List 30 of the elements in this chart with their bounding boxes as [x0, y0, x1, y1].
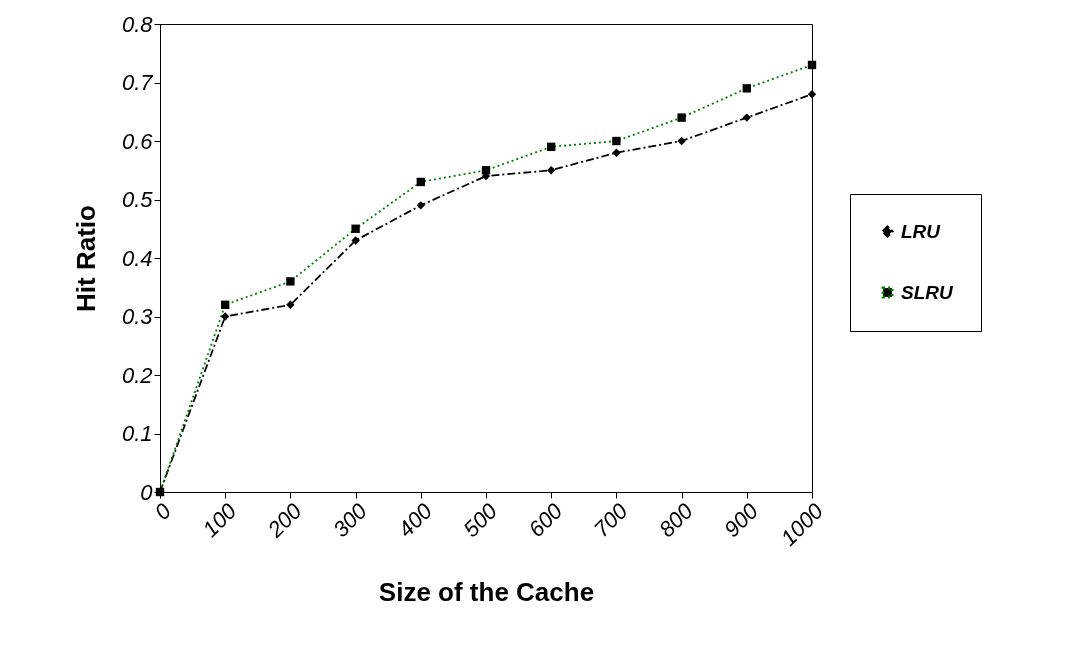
point: [807, 90, 817, 99]
y-tick-label: 0.6: [121, 128, 154, 154]
point: [221, 312, 230, 321]
y-tick-label: 0.5: [121, 187, 154, 212]
x-axis-title: Size of the Cache: [378, 576, 595, 607]
point: [286, 300, 295, 309]
x-tick-label: 200: [262, 497, 307, 543]
x-tick-label: 400: [393, 497, 438, 543]
point: [547, 166, 556, 175]
y-tick-label: 0.3: [121, 304, 154, 329]
y-tick-label: 0.1: [121, 421, 153, 446]
point: [677, 136, 686, 146]
y-tick-label: 0.4: [121, 245, 153, 271]
x-tick-label: 500: [458, 497, 503, 543]
x-tick-label: 300: [328, 497, 373, 543]
x-tick-label: 900: [719, 497, 764, 543]
point: [416, 201, 425, 210]
legend-label: SLRU: [901, 281, 954, 303]
y-axis-title: Hit Ratio: [70, 205, 101, 312]
x-tick-label: 600: [523, 497, 568, 543]
x-tick-label: 800: [654, 497, 699, 543]
x-tick-label: 700: [588, 497, 633, 543]
y-tick-label: 0.8: [121, 11, 154, 37]
y-tick-label: 0.2: [121, 362, 153, 388]
point: [742, 113, 751, 122]
legend-label: LRU: [901, 220, 942, 242]
x-tick-label: 100: [197, 497, 242, 543]
point: [612, 148, 621, 157]
y-tick-label: 0.7: [121, 70, 154, 95]
point: [351, 236, 360, 245]
